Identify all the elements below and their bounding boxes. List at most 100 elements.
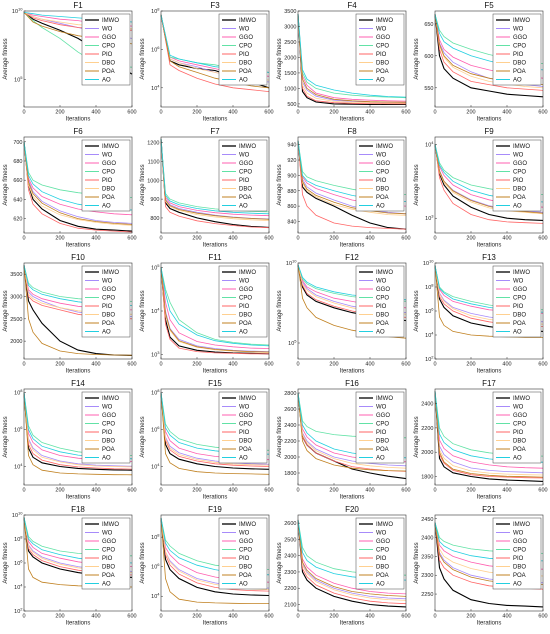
legend-label-ggo: GGO [239, 161, 253, 167]
legend-label-imwo: IMWO [376, 522, 393, 528]
x-tick-label: 200 [329, 236, 338, 242]
legend-label-dbo: DBO [376, 565, 389, 571]
legend-label-pio: PIO [513, 304, 524, 310]
x-tick-label: 600 [401, 362, 410, 368]
y-tick-label: 2100 [284, 602, 296, 608]
legend-label-imwo: IMWO [376, 396, 393, 402]
legend-box [81, 517, 131, 590]
legend-label-poa: POA [239, 321, 252, 327]
legend-label-wo: WO [239, 279, 250, 285]
x-axis-label: Iterations [477, 369, 502, 375]
y-tick-label: 2400 [284, 423, 296, 429]
y-tick-label: 2350 [421, 554, 433, 560]
y-tick-label: 900 [150, 197, 159, 203]
legend-box [492, 139, 542, 212]
legend-label-poa: POA [513, 573, 526, 579]
legend-label-cpo: CPO [376, 548, 389, 554]
legend-label-dbo: DBO [102, 565, 115, 571]
y-tick-label: 880 [287, 189, 296, 195]
legend-label-dbo: DBO [102, 187, 115, 193]
legend-label-dbo: DBO [239, 313, 252, 319]
legend-box [492, 265, 542, 338]
x-tick-label: 0 [296, 362, 299, 368]
x-tick-label: 600 [538, 614, 547, 620]
legend-label-wo: WO [102, 153, 113, 159]
chart-panel-f11: F11 103 104 105 0 200 400 600 Iterations Average … [139, 253, 276, 380]
y-tick-label: 106 [14, 559, 23, 568]
legend-label-wo: WO [376, 279, 387, 285]
series-line-poa [160, 392, 270, 475]
x-tick-label: 0 [433, 110, 436, 116]
chart-svg: F3 104 106 108 0 200 400 600 Iterations Average f… [140, 1, 274, 123]
legend-label-imwo: IMWO [239, 144, 256, 150]
plot-frame [160, 10, 270, 108]
legend-label-imwo: IMWO [376, 270, 393, 276]
series-line-poa [23, 392, 133, 476]
series-line-dbo [297, 519, 407, 601]
chart-svg: F13 102 104 106 108 1010 0 200 400 600 Iterations A… [414, 253, 548, 375]
legend-label-ao: AO [102, 582, 111, 588]
legend-label-ao: AO [239, 204, 248, 210]
x-axis-label: Iterations [66, 369, 91, 375]
legend-label-ao: AO [376, 456, 385, 462]
plot-frame [297, 388, 407, 486]
legend-label-ggo: GGO [513, 539, 527, 545]
x-axis-label: Iterations [203, 117, 228, 123]
y-axis-label: Average fitness [277, 164, 283, 205]
legend-label-ao: AO [239, 330, 248, 336]
legend-label-imwo: IMWO [102, 144, 119, 150]
series-line-imwo [434, 14, 544, 98]
chart-panel-f6: F6 620 640 660 680 700 0 200 400 600 Iterations Ave… [2, 127, 139, 254]
y-axis-label: Average fitness [3, 164, 9, 205]
y-tick-label: 640 [13, 197, 22, 203]
series-line-pio [160, 517, 270, 592]
x-axis-label: Iterations [203, 495, 228, 501]
legend-label-poa: POA [513, 447, 526, 453]
legend-label-pio: PIO [513, 178, 524, 184]
legend-box [492, 13, 542, 86]
x-tick-label: 600 [264, 614, 273, 620]
y-tick-label: 680 [13, 159, 22, 165]
y-axis-label: Average fitness [140, 164, 146, 205]
y-tick-label: 105 [151, 263, 160, 272]
y-tick-label: 3500 [284, 9, 296, 15]
legend-label-imwo: IMWO [513, 18, 530, 24]
series-line-dbo [434, 391, 544, 476]
x-tick-label: 0 [159, 236, 162, 242]
chart-panel-f15: F15 104 106 108 0 200 400 600 Iterations Average … [139, 379, 276, 506]
series-line-ggo [160, 267, 270, 349]
series-line-poa [297, 519, 407, 597]
chart-panel-f16: F16 1800 2000 2200 2400 2600 2800 0 200 400 600 Ite… [276, 379, 413, 506]
legend-label-ggo: GGO [376, 35, 390, 41]
chart-svg: F19 104 106 108 0 200 400 600 Iterations Average … [140, 505, 274, 627]
series-line-ggo [23, 141, 133, 216]
legend-label-ao: AO [513, 204, 522, 210]
chart-title: F14 [71, 379, 85, 388]
y-tick-label: 2200 [421, 426, 433, 432]
chart-svg: F16 1800 2000 2200 2400 2600 2800 0 200 400 600 Ite… [277, 379, 411, 501]
series-line-poa [434, 391, 544, 478]
legend-label-imwo: IMWO [102, 18, 119, 24]
x-tick-label: 600 [264, 236, 273, 242]
series-line-dbo [23, 392, 133, 468]
x-tick-label: 0 [433, 488, 436, 494]
series-line-imwo [297, 140, 407, 230]
legend-label-dbo: DBO [239, 187, 252, 193]
y-tick-label: 2000 [10, 339, 22, 345]
series-line-poa [23, 265, 133, 356]
series-line-pio [160, 138, 270, 229]
legend-label-poa: POA [239, 195, 252, 201]
legend-label-wo: WO [376, 405, 387, 411]
x-axis-label: Iterations [477, 117, 502, 123]
chart-svg: F21 2250 2300 2350 2400 2450 0 200 400 600 Iterati… [414, 505, 548, 627]
x-axis-label: Iterations [477, 621, 502, 627]
plot-frame [160, 514, 270, 612]
chart-title: F16 [345, 379, 359, 388]
x-tick-label: 400 [91, 488, 100, 494]
series-line-cpo [297, 14, 407, 99]
legend-label-ao: AO [239, 456, 248, 462]
x-tick-label: 600 [538, 488, 547, 494]
chart-panel-f18: F18 102 104 106 108 1010 0 200 400 600 Iterations A… [2, 505, 139, 632]
series-line-pio [23, 392, 133, 470]
chart-svg: F7 800 900 1000 1100 1200 0 200 400 600 Iterations… [140, 127, 274, 249]
